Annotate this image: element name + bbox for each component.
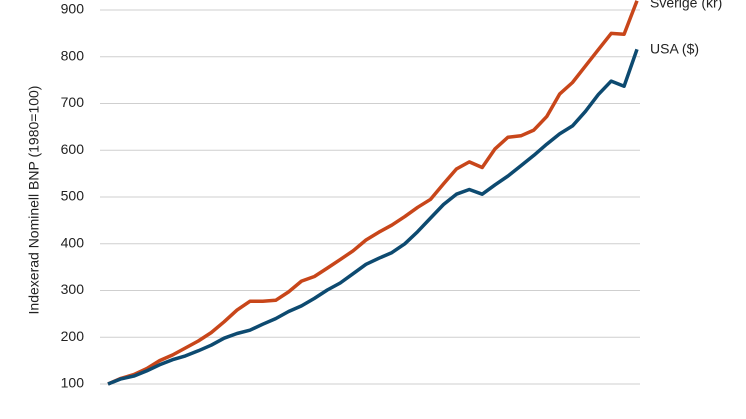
line-series (107, 0, 639, 386)
y-tick-label: 800 (61, 47, 85, 63)
y-tick-label: 100 (61, 375, 85, 391)
series-label: Sverige (kr) (650, 0, 722, 11)
y-tick-label: 400 (61, 234, 85, 250)
y-tick-label: 700 (61, 94, 85, 110)
y-tick-label: 200 (61, 328, 85, 344)
y-tick-label: 300 (61, 281, 85, 297)
series-label: USA ($) (650, 41, 699, 57)
y-axis-label: Indexerad Nominell BNP (1980=100) (26, 86, 42, 315)
y-tick-label: 900 (61, 1, 85, 17)
y-tick-label: 500 (61, 188, 85, 204)
line-series (107, 48, 639, 386)
y-tick-label: 600 (61, 141, 85, 157)
